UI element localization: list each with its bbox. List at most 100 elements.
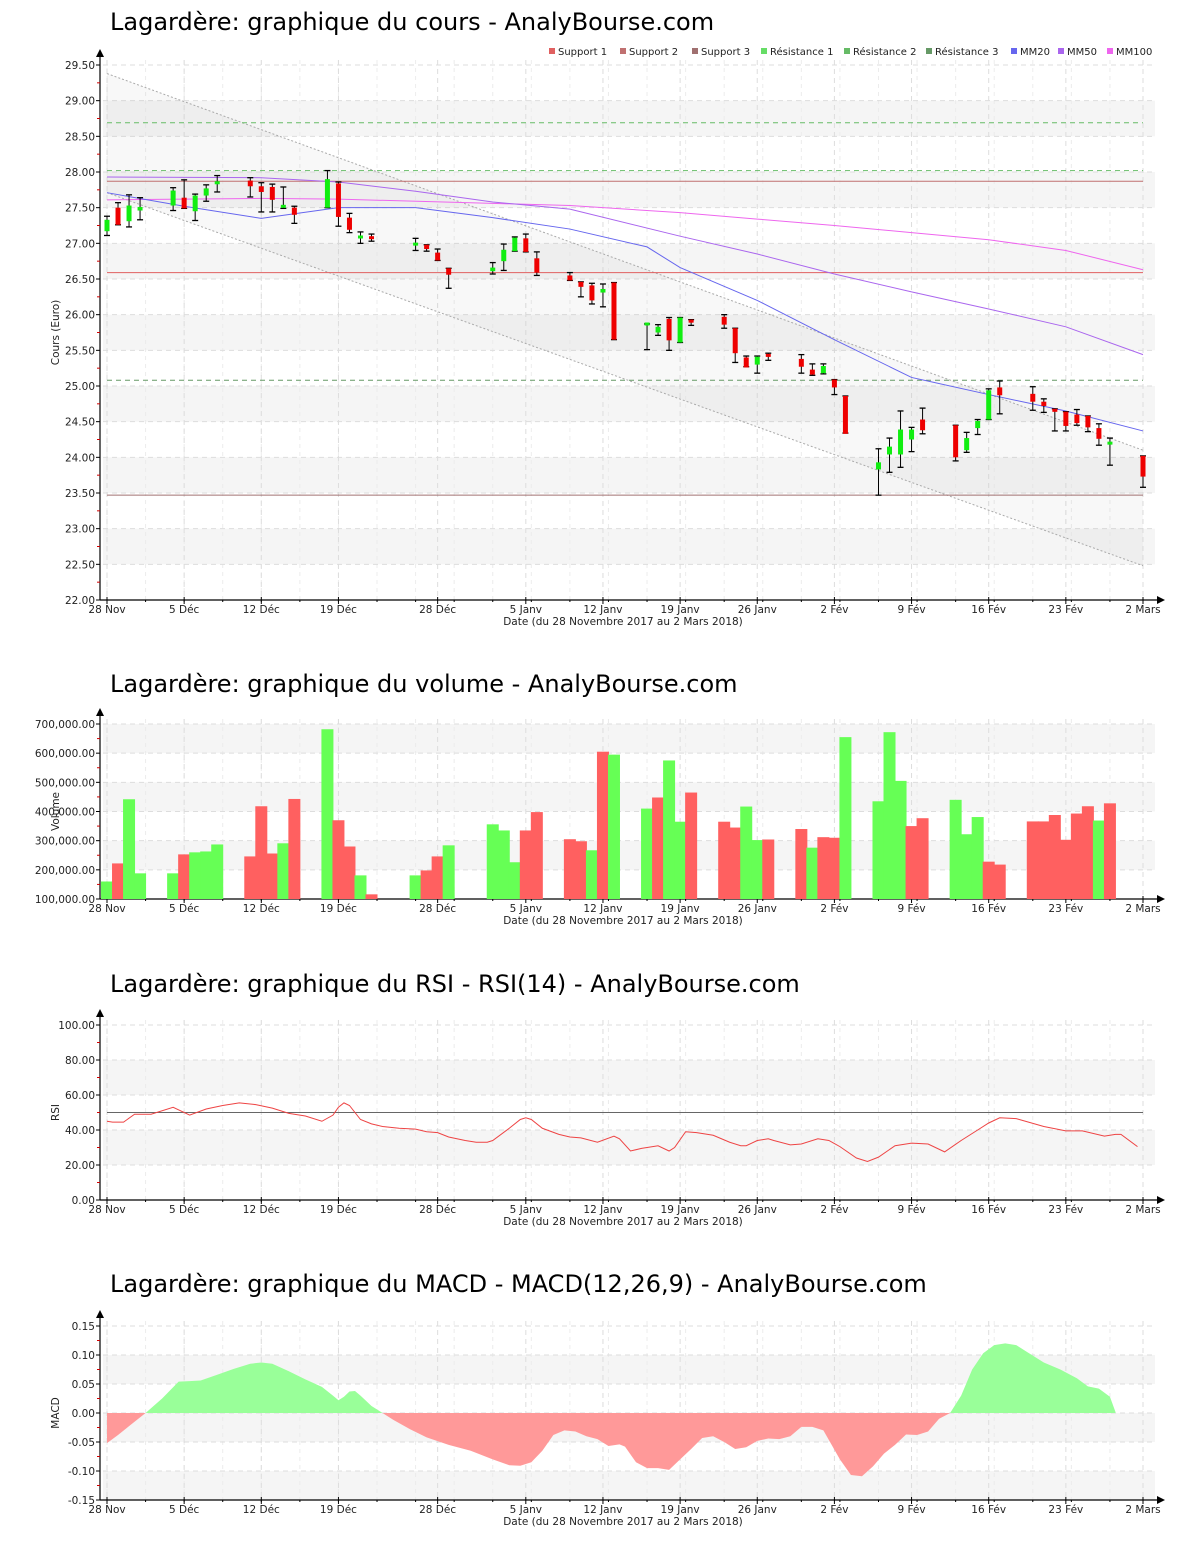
y-axis-title: Cours (Euro) bbox=[50, 300, 62, 366]
y-tick-label: 27.50 bbox=[65, 203, 95, 215]
volume-bar bbox=[1059, 839, 1072, 899]
macd-chart-title: Lagardère: graphique du MACD - MACD(12,2… bbox=[110, 1270, 927, 1298]
candle bbox=[644, 322, 651, 351]
volume-bar bbox=[112, 863, 125, 899]
candle bbox=[412, 237, 419, 252]
volume-bar bbox=[663, 760, 676, 899]
volume-bar bbox=[255, 806, 268, 899]
x-tick-label: 2 Mars bbox=[1125, 604, 1160, 616]
candle bbox=[599, 283, 606, 308]
volume-bar bbox=[641, 808, 654, 899]
x-tick-label: 26 Janv bbox=[738, 1504, 777, 1516]
x-tick-label: 2 Fév bbox=[820, 1504, 848, 1516]
channel-lower bbox=[106, 192, 1144, 567]
legend-item: MM50 bbox=[1058, 47, 1097, 58]
y-tick-label: 23.00 bbox=[65, 524, 95, 536]
y-tick-label: 0.15 bbox=[72, 1321, 95, 1333]
volume-bar bbox=[751, 840, 764, 899]
x-tick-label: 23 Fév bbox=[1048, 903, 1083, 915]
y-tick-label: 29.50 bbox=[65, 60, 95, 72]
volume-bar bbox=[585, 850, 598, 899]
candle bbox=[291, 205, 298, 225]
legend: Support 1 Support 2 Support 3 Résistance 1 R… bbox=[549, 46, 1152, 58]
legend-item: MM100 bbox=[1107, 47, 1152, 58]
candle bbox=[115, 202, 122, 226]
x-tick-label: 28 Nov bbox=[88, 903, 125, 915]
candle bbox=[1095, 423, 1102, 446]
rsi-axes: 0.00 20.00 40.00 60.00 80.00 100.00 28 Nov 5 Dé… bbox=[50, 1009, 1165, 1228]
y-tick-label: 0.00 bbox=[72, 1195, 95, 1207]
svg-text:Support 1: Support 1 bbox=[558, 47, 607, 58]
volume-bar bbox=[365, 894, 378, 899]
candle bbox=[996, 380, 1003, 415]
y-tick-label: 24.50 bbox=[65, 417, 95, 429]
volume-bar bbox=[982, 861, 995, 899]
svg-text:Résistance 2: Résistance 2 bbox=[853, 46, 916, 58]
candle bbox=[688, 319, 695, 327]
y-tick-label: 400,000.00 bbox=[35, 807, 95, 819]
volume-bar bbox=[828, 837, 841, 899]
y-tick-label: 28.00 bbox=[65, 167, 95, 179]
y-tick-label: 20.00 bbox=[65, 1160, 95, 1172]
x-tick-label: 12 Déc bbox=[243, 604, 280, 616]
volume-bar bbox=[530, 812, 543, 899]
x-tick-label: 28 Nov bbox=[88, 1204, 125, 1216]
y-tick-label: 28.50 bbox=[65, 131, 95, 143]
candle bbox=[610, 281, 617, 341]
candle bbox=[820, 363, 827, 375]
volume-bar bbox=[563, 839, 576, 899]
candle bbox=[831, 378, 838, 396]
svg-text:Résistance 3: Résistance 3 bbox=[935, 46, 998, 58]
candle bbox=[721, 314, 728, 329]
y-tick-label: -0.10 bbox=[68, 1466, 95, 1478]
y-tick-label: 60.00 bbox=[65, 1090, 95, 1102]
volume-bar bbox=[718, 821, 731, 899]
x-tick-label: 2 Mars bbox=[1125, 1504, 1160, 1516]
volume-bar bbox=[442, 845, 455, 899]
x-tick-label: 2 Fév bbox=[820, 604, 848, 616]
x-tick-label: 12 Déc bbox=[243, 1504, 280, 1516]
price-axes: 22.00 22.50 23.00 23.50 24.00 24.50 25.00 25.50… bbox=[50, 49, 1165, 628]
candle bbox=[974, 418, 981, 436]
volume-bar bbox=[1092, 820, 1105, 899]
macd-positive-area bbox=[145, 1362, 383, 1413]
candle bbox=[798, 353, 805, 374]
volume-bar bbox=[729, 827, 742, 899]
volume-bar bbox=[508, 862, 521, 899]
candle bbox=[1062, 411, 1069, 432]
volume-bar bbox=[883, 732, 896, 899]
trend-channel bbox=[107, 73, 1143, 566]
volume-bar bbox=[685, 792, 698, 899]
candle bbox=[258, 182, 265, 213]
legend-item: Résistance 3 bbox=[926, 46, 998, 58]
y-tick-label: 0.00 bbox=[72, 1408, 95, 1420]
candle bbox=[423, 244, 430, 252]
volume-bar bbox=[1048, 815, 1061, 899]
volume-bar bbox=[431, 856, 444, 899]
x-axis-title: Date (du 28 Novembre 2017 au 2 Mars 2018… bbox=[503, 616, 743, 628]
volume-bar bbox=[740, 806, 753, 899]
candle bbox=[192, 193, 199, 222]
volume-bar bbox=[189, 852, 202, 899]
volume-bar bbox=[894, 780, 907, 899]
volume-bar bbox=[200, 851, 213, 899]
candle bbox=[666, 316, 673, 351]
svg-text:Résistance 1: Résistance 1 bbox=[770, 46, 833, 58]
candle bbox=[346, 212, 353, 234]
x-tick-label: 28 Déc bbox=[419, 1204, 456, 1216]
y-tick-label: 27.00 bbox=[65, 238, 95, 250]
volume-chart: 100,000.00 200,000.00 300,000.00 400,000.00… bbox=[35, 708, 1165, 927]
x-tick-label: 28 Nov bbox=[88, 604, 125, 616]
candle bbox=[324, 169, 331, 209]
x-tick-label: 5 Janv bbox=[510, 1204, 542, 1216]
x-tick-label: 16 Fév bbox=[971, 903, 1006, 915]
volume-bar bbox=[277, 843, 290, 899]
legend-item: MM20 bbox=[1011, 47, 1050, 58]
candle bbox=[677, 316, 684, 344]
x-tick-label: 12 Janv bbox=[583, 903, 622, 915]
candle bbox=[126, 194, 133, 228]
candle bbox=[842, 395, 849, 434]
volume-bar bbox=[167, 873, 180, 899]
candle bbox=[809, 363, 816, 376]
x-tick-label: 19 Janv bbox=[661, 1504, 700, 1516]
